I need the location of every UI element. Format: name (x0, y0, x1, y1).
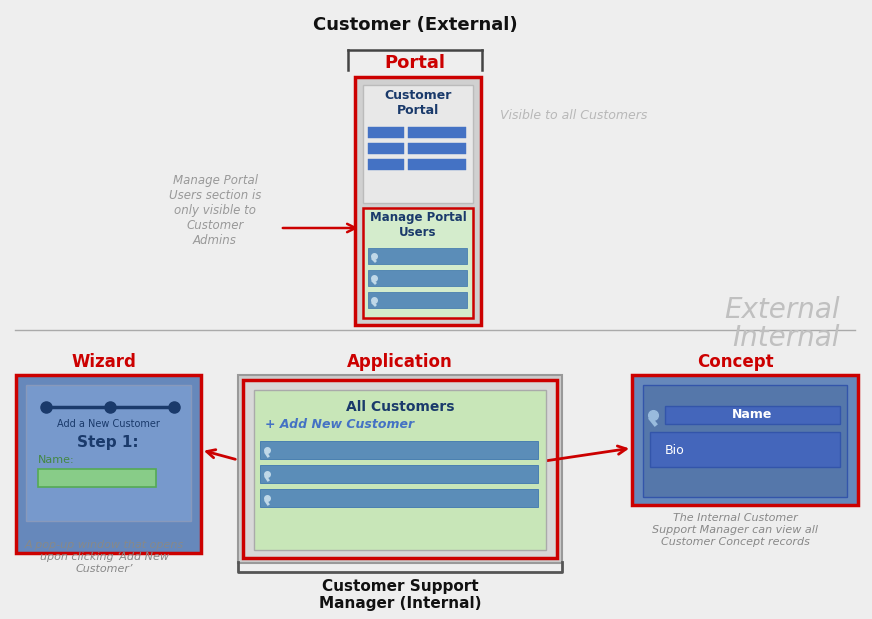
Bar (355, 77, 481, 325)
Bar (254, 390, 546, 550)
Bar (368, 270, 467, 286)
Text: Wizard: Wizard (72, 353, 136, 371)
Bar (238, 375, 562, 563)
Bar (650, 432, 840, 467)
Bar (243, 380, 557, 558)
Text: Manage Portal
Users: Manage Portal Users (370, 211, 467, 239)
Text: Customer Support
Manager (Internal): Customer Support Manager (Internal) (319, 579, 481, 611)
Bar (260, 465, 538, 483)
Text: Customer (External): Customer (External) (313, 16, 517, 34)
Bar (26, 385, 191, 521)
Bar (408, 159, 466, 170)
Bar (363, 85, 473, 203)
Bar (363, 208, 473, 318)
Bar (368, 292, 467, 308)
Text: Application: Application (347, 353, 453, 371)
Text: Portal: Portal (385, 54, 446, 72)
Text: External: External (725, 296, 840, 324)
Bar (408, 143, 466, 154)
Bar (368, 143, 404, 154)
Text: Step 1:: Step 1: (78, 435, 139, 449)
Text: The Internal Customer
Support Manager can view all
Customer Concept records: The Internal Customer Support Manager ca… (652, 513, 818, 547)
Bar (368, 127, 404, 138)
Text: + Add New Customer: + Add New Customer (265, 418, 414, 431)
Bar (38, 469, 156, 487)
Bar (260, 489, 538, 507)
Bar (368, 248, 467, 264)
Text: Name:: Name: (38, 455, 75, 465)
Text: Bio: Bio (665, 443, 685, 456)
Bar (260, 441, 538, 459)
Bar (408, 127, 466, 138)
Bar (632, 375, 858, 505)
Text: Name: Name (732, 409, 773, 422)
Bar (368, 159, 404, 170)
Text: Customer
Portal: Customer Portal (385, 89, 452, 117)
Bar (643, 385, 847, 497)
Text: Add a New Customer: Add a New Customer (57, 419, 160, 429)
Text: Manage Portal
Users section is
only visible to
Customer
Admins: Manage Portal Users section is only visi… (169, 173, 262, 246)
Text: Internal: Internal (732, 324, 840, 352)
Text: Concept: Concept (697, 353, 773, 371)
Bar (665, 406, 840, 424)
Text: Visible to all Customers: Visible to all Customers (500, 108, 647, 121)
Bar (16, 375, 201, 553)
Text: A pop-up window that opens
upon clicking ‘Add New
Customer’: A pop-up window that opens upon clicking… (24, 540, 184, 574)
Text: All Customers: All Customers (346, 400, 454, 414)
